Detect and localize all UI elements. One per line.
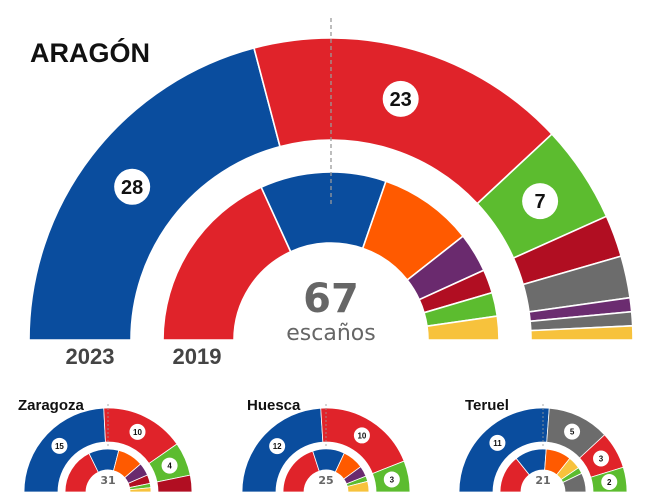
seat-label-badge [383,471,400,488]
seat-label-badge [489,434,506,451]
seat-segment-pp [458,407,550,492]
seat-label-badge [564,423,581,440]
seat-label-badge [51,437,68,454]
province-total-seats: 21 [535,474,550,487]
seat-count-label: 4 [167,462,172,471]
year-label-2019: 2019 [173,344,222,369]
seat-label-badge [129,423,146,440]
seat-count-label: 11 [493,439,502,448]
province-name: Huesca [247,397,301,414]
province-total-seats: 31 [100,474,115,487]
province-name: Teruel [465,397,509,414]
seat-label-badge [269,438,286,455]
seat-label-badge [601,474,618,491]
seat-label-badge [114,168,151,205]
seat-count-label: 10 [357,431,366,440]
seat-label-badge [353,427,370,444]
province-teruel: Teruel 11 5 3 2 21 [458,397,628,492]
seat-count-label: 10 [133,428,142,437]
seat-segment-te [562,472,587,492]
seat-label-badge [382,80,419,117]
seat-count-label: 12 [273,442,282,451]
chart-title: ARAGÓN [30,37,150,68]
seat-count-label: 23 [390,89,412,111]
seat-count-label: 2 [607,478,612,487]
main-hemicycle: 28 23 7 67 escaños 2023 2019 [28,18,634,369]
seat-count-label: 28 [121,177,143,199]
seat-segment-par [529,325,634,341]
seat-segment-pp [28,47,281,341]
seat-label-badge [522,183,559,220]
seat-segment-par [346,480,370,492]
seat-count-label: 5 [570,428,575,437]
seat-count-label: 3 [390,475,395,484]
province-zaragoza: Zaragoza 15 10 4 31 [18,397,193,492]
seats-unit-label: escaños [286,321,375,346]
seat-labels: 28 23 7 [114,80,559,220]
seat-count-label: 15 [55,442,64,451]
seat-segment-par [129,487,152,492]
year-label-2023: 2023 [66,344,115,369]
seat-segment-par [426,315,500,341]
province-name: Zaragoza [18,397,85,414]
seat-segment-cha [156,474,193,492]
seat-count-label: 3 [599,455,604,464]
inner-ring-2019 [162,171,500,341]
seat-label-badge [593,450,610,467]
province-huesca: Huesca 12 10 3 25 [241,397,411,492]
province-total-seats: 25 [318,474,333,487]
seat-label-badge [161,457,178,474]
total-seats: 67 [303,276,359,322]
seat-count-label: 7 [535,191,546,213]
